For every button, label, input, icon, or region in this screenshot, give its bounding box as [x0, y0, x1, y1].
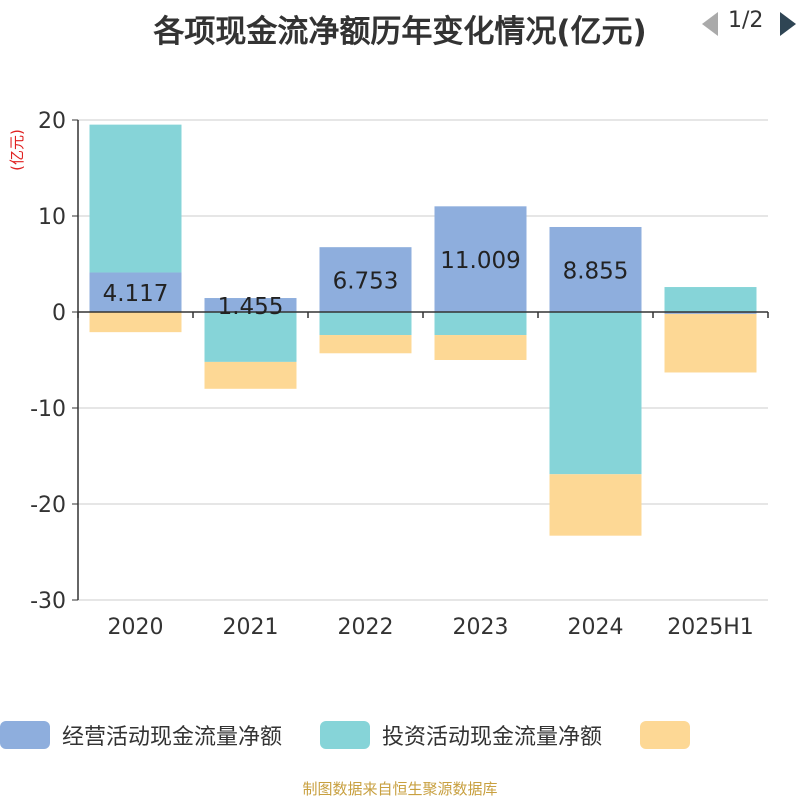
data-source-note: 制图数据来自恒生聚源数据库	[302, 780, 498, 798]
legend-swatch	[320, 721, 370, 749]
legend: 经营活动现金流量净额 投资活动现金流量净额	[0, 712, 800, 758]
y-tick-label: 0	[52, 301, 66, 326]
y-tick-label: -30	[30, 589, 66, 614]
y-tick-label: 20	[38, 109, 66, 134]
y-tick-label: -10	[30, 397, 66, 422]
bar-series3-2020	[89, 312, 182, 333]
x-tick-label: 2025H1	[667, 615, 754, 640]
bar-series2-2021	[204, 312, 297, 362]
triangle-left-icon[interactable]	[700, 10, 720, 38]
bar-series1-2023	[434, 206, 527, 312]
bar-series3-2025H1	[664, 313, 757, 373]
chart-title: 各项现金流净额历年变化情况(亿元)	[153, 14, 647, 50]
bar-series1-2020	[89, 272, 182, 312]
data-label: 8.855	[563, 258, 629, 284]
bar-series1-2025H1	[664, 312, 757, 314]
x-tick-label: 2023	[453, 615, 509, 640]
x-tick-label: 2024	[568, 615, 624, 640]
legend-swatch	[640, 721, 690, 749]
bar-series3-2024	[549, 474, 642, 536]
bar-series1-2022	[319, 247, 412, 312]
bar-series3-2023	[434, 335, 527, 360]
x-tick-label: 2021	[223, 615, 279, 640]
y-tick-label: 10	[38, 205, 66, 230]
bar-chart: 20 10 0 -10 -20 -30 2020 2021 2022 2023 2024 2025H1…	[30, 109, 769, 640]
bar-series3-2022	[319, 335, 412, 354]
bar-series2-2025H1	[664, 287, 757, 312]
data-label: 11.009	[440, 248, 520, 274]
data-label: 1.455	[218, 294, 284, 320]
data-label: 6.753	[333, 269, 399, 295]
y-tick-label: -20	[30, 493, 66, 518]
x-tick-label: 2020	[108, 615, 164, 640]
bar-series1-2021	[204, 298, 297, 312]
legend-label: 经营活动现金流量净额	[62, 725, 283, 750]
y-axis-unit-label: (亿元)	[8, 129, 26, 171]
legend-swatch	[0, 721, 50, 749]
bar-series2-2024	[549, 312, 642, 475]
legend-label: 投资活动现金流量净额	[382, 725, 603, 750]
legend-item[interactable]	[640, 712, 690, 758]
bar-series2-2020	[89, 124, 182, 273]
data-label: 4.117	[103, 281, 169, 307]
y-axis-unit: (亿元)	[8, 129, 26, 171]
legend-page-indicator: 1/2	[728, 8, 764, 33]
legend-item[interactable]: 投资活动现金流量净额	[320, 712, 602, 758]
bar-series1-2024	[549, 226, 642, 312]
legend-item[interactable]: 经营活动现金流量净额	[0, 712, 282, 758]
bar-series2-2022	[319, 312, 412, 336]
bar-series2-2023	[434, 312, 527, 336]
bar-series3-2021	[204, 361, 297, 389]
x-tick-label: 2022	[338, 615, 394, 640]
triangle-right-icon[interactable]	[778, 10, 798, 38]
